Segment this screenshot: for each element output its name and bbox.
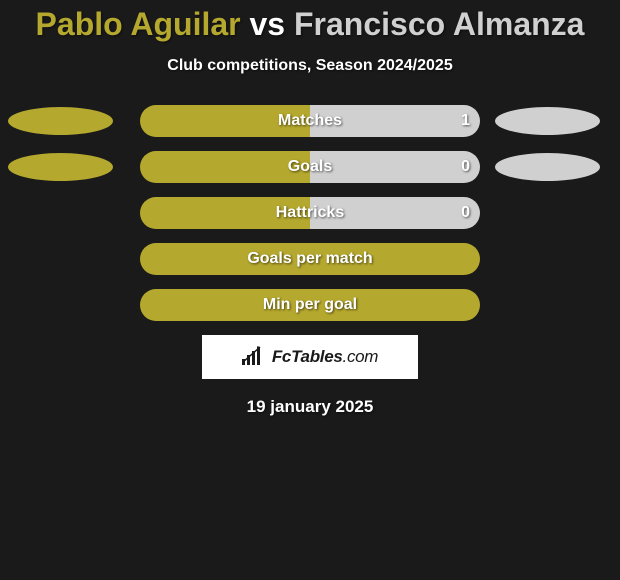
bar-right-fill — [310, 151, 480, 183]
bar-left-fill — [140, 243, 480, 275]
stat-bar: Min per goal — [140, 289, 480, 321]
stat-bar: Matches1 — [140, 105, 480, 137]
bar-left-fill — [140, 289, 480, 321]
stat-bar: Goals per match — [140, 243, 480, 275]
date: 19 january 2025 — [0, 397, 620, 417]
logo: FcTables.com — [202, 335, 418, 379]
bar-right-fill — [310, 105, 480, 137]
bar-left-fill — [140, 151, 310, 183]
logo-bars-icon — [242, 345, 268, 370]
right-ellipse — [495, 153, 600, 181]
right-ellipse — [495, 107, 600, 135]
stat-row: Hattricks0 — [0, 197, 620, 229]
stat-row: Goals per match — [0, 243, 620, 275]
page-title: Pablo Aguilar vs Francisco Almanza — [0, 0, 620, 43]
stat-row: Min per goal — [0, 289, 620, 321]
bar-left-fill — [140, 105, 310, 137]
stat-bar: Hattricks0 — [140, 197, 480, 229]
left-ellipse — [8, 107, 113, 135]
stat-bar: Goals0 — [140, 151, 480, 183]
left-ellipse — [8, 153, 113, 181]
stat-row: Matches1 — [0, 105, 620, 137]
bar-left-fill — [140, 197, 310, 229]
logo-text: FcTables.com — [272, 347, 378, 367]
bar-right-fill — [310, 197, 480, 229]
subtitle: Club competitions, Season 2024/2025 — [0, 57, 620, 75]
stat-bars: Matches1 Goals0 Hattricks0 Goals per match M… — [0, 105, 620, 321]
stat-row: Goals0 — [0, 151, 620, 183]
